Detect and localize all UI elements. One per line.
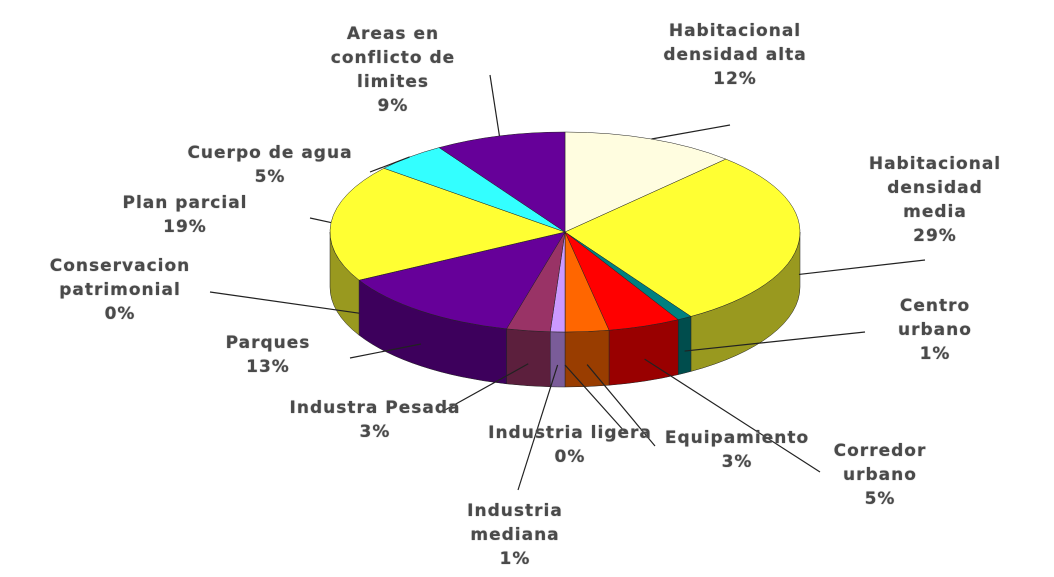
value-label: 12% bbox=[713, 69, 757, 89]
slice bbox=[358, 231, 566, 330]
category-name: Cuerpo de agua bbox=[187, 143, 353, 163]
slice-label: Plan parcial 19% bbox=[122, 191, 247, 239]
value-label: 19% bbox=[163, 217, 207, 237]
slice-label: Cuerpo de agua 5% bbox=[187, 141, 352, 189]
category-name: Conservacion patrimonial bbox=[49, 256, 191, 300]
slice-side bbox=[564, 329, 610, 388]
leader-line bbox=[517, 364, 559, 491]
value-label: 3% bbox=[721, 452, 753, 472]
slice-label: Parques 13% bbox=[226, 331, 311, 379]
category-name: Centro urbano bbox=[898, 296, 972, 340]
slice-label: Industria ligera 0% bbox=[488, 421, 652, 469]
slice bbox=[564, 158, 801, 317]
value-label: 29% bbox=[913, 226, 957, 246]
leader-line bbox=[798, 259, 926, 276]
slice-label: Habitacional densidad alta 12% bbox=[663, 19, 806, 91]
value-label: 5% bbox=[254, 167, 286, 187]
slice-label: Areas en conflicto de limites 9% bbox=[331, 22, 455, 118]
leader-line bbox=[564, 364, 626, 433]
category-name: Equipamiento bbox=[664, 428, 810, 448]
leader-line bbox=[349, 343, 422, 359]
slice-label: Conservacion patrimonial 0% bbox=[50, 254, 191, 326]
category-name: Industra Pesada bbox=[289, 398, 461, 418]
slice-label: Industria mediana 1% bbox=[467, 499, 563, 571]
leader-line bbox=[444, 363, 529, 411]
value-label: 0% bbox=[104, 304, 136, 324]
value-label: 5% bbox=[864, 489, 896, 509]
leader-line bbox=[489, 74, 501, 137]
leader-line bbox=[586, 364, 656, 447]
slice-side bbox=[549, 331, 566, 388]
value-label: 13% bbox=[246, 357, 290, 377]
slice-label: Corredor urbano 5% bbox=[834, 439, 927, 511]
leader-line bbox=[309, 217, 332, 224]
leader-line bbox=[684, 331, 866, 352]
category-name: Industria ligera bbox=[488, 423, 652, 443]
leader-line bbox=[369, 156, 410, 173]
value-label: 9% bbox=[377, 96, 409, 116]
value-label: 1% bbox=[919, 344, 951, 364]
leader-line bbox=[651, 124, 731, 140]
value-label: 3% bbox=[359, 422, 391, 442]
category-name: Parques bbox=[225, 333, 311, 353]
slice bbox=[329, 167, 566, 281]
leader-line bbox=[209, 291, 360, 314]
category-name: Corredor urbano bbox=[833, 441, 927, 485]
slice-side bbox=[506, 328, 551, 388]
category-name: Areas en conflicto de limites bbox=[330, 24, 456, 92]
category-name: Habitacional densidad media bbox=[868, 154, 1002, 222]
slice bbox=[438, 131, 566, 233]
slice-side bbox=[677, 316, 692, 375]
category-name: Industria mediana bbox=[467, 501, 563, 545]
category-name: Habitacional densidad alta bbox=[663, 21, 807, 65]
leader-line bbox=[644, 358, 821, 473]
slice-label: Habitacional densidad media 29% bbox=[869, 152, 1001, 248]
slice-label: Equipamiento 3% bbox=[665, 426, 809, 474]
category-name: Plan parcial bbox=[122, 193, 248, 213]
value-label: 0% bbox=[554, 447, 586, 467]
slice-label: Centro urbano 1% bbox=[876, 294, 995, 366]
slice-label: Industra Pesada 3% bbox=[290, 396, 461, 444]
value-label: 1% bbox=[499, 549, 531, 569]
